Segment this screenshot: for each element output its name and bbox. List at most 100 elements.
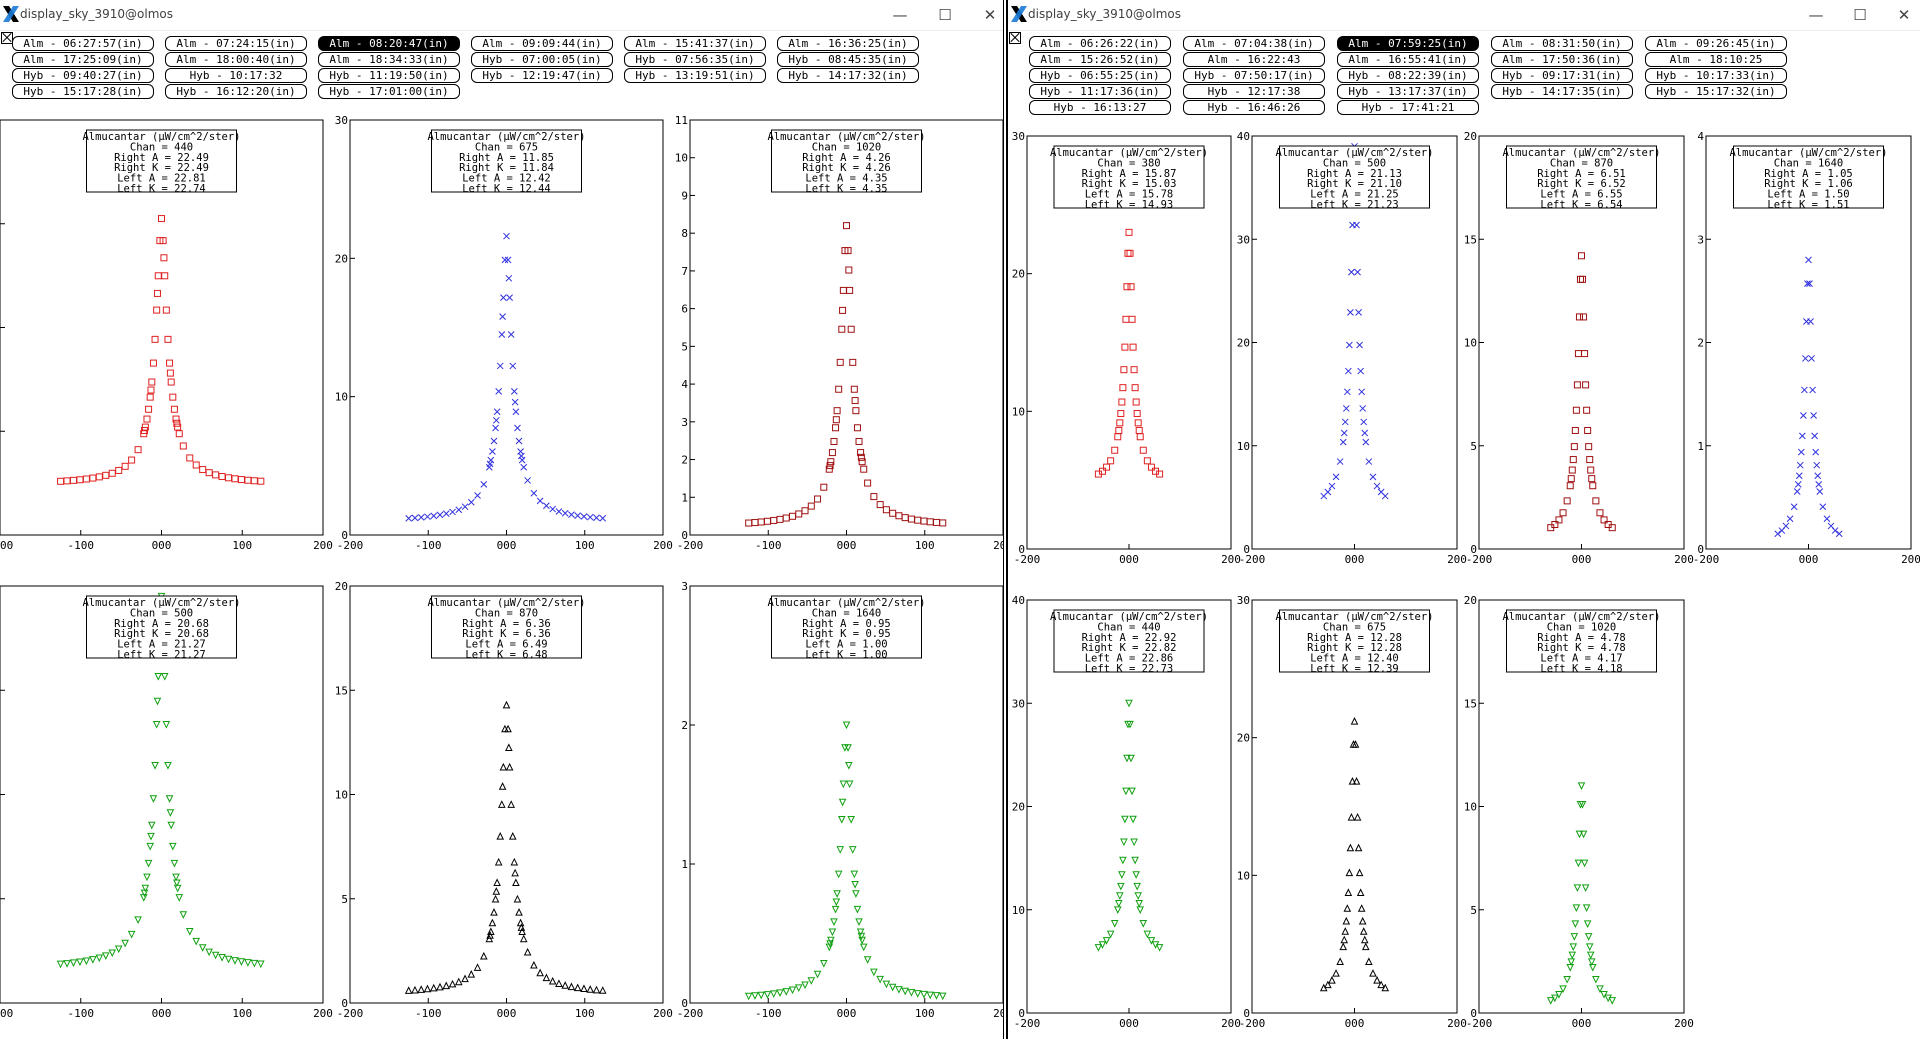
- data-point: [1580, 859, 1589, 868]
- legend-chan: Chan = 675: [475, 141, 538, 153]
- data-point: [167, 821, 175, 830]
- time-button[interactable]: Alm - 07:59:25(in): [1337, 36, 1479, 51]
- time-button[interactable]: Hyb - 07:00:05(in): [471, 52, 613, 67]
- time-button[interactable]: Hyb - 08:22:39(in): [1337, 68, 1479, 83]
- time-button[interactable]: Hyb - 11:19:50(in): [318, 68, 460, 83]
- time-button[interactable]: Alm - 07:04:38(in): [1183, 36, 1325, 51]
- data-point: [1126, 720, 1134, 729]
- time-button[interactable]: Hyb - 14:17:35(in): [1491, 84, 1633, 99]
- data-point: [1356, 888, 1365, 896]
- time-button[interactable]: Alm - 09:09:44(in): [471, 36, 613, 51]
- time-button[interactable]: Alm - 18:34:33(in): [318, 52, 460, 67]
- data-point: [498, 782, 507, 790]
- time-button[interactable]: Alm - 16:36:25(in): [777, 36, 919, 51]
- time-button[interactable]: Alm - 15:26:52(in): [1029, 52, 1171, 67]
- data-point: [1121, 343, 1129, 351]
- data-point: [901, 987, 909, 996]
- y-tick-label: 30: [1237, 233, 1250, 246]
- legend-left-k: Left K = 1.00: [805, 649, 887, 661]
- time-button[interactable]: Hyb - 10:17:32: [165, 68, 307, 83]
- y-tick-label: 15: [1464, 233, 1477, 246]
- title-bar[interactable]: display_sky_3910@olmos — ☐ ✕: [1008, 0, 1920, 31]
- time-button[interactable]: Hyb - 08:45:35(in): [777, 52, 919, 67]
- legend-left-k: Left K = 6.48: [465, 649, 547, 661]
- time-button[interactable]: Alm - 06:27:57(in): [12, 36, 154, 51]
- time-button[interactable]: Hyb - 16:46:26: [1183, 100, 1325, 115]
- time-button[interactable]: Alm - 07:24:15(in): [165, 36, 307, 51]
- data-point: [1592, 975, 1600, 984]
- x-tick-label: -200: [1466, 553, 1493, 566]
- close-box-icon[interactable]: [1009, 32, 1021, 44]
- time-button[interactable]: Hyb - 17:41:21: [1337, 100, 1479, 115]
- time-button[interactable]: Alm - 06:26:22(in): [1029, 36, 1171, 51]
- data-point: [1120, 366, 1128, 374]
- time-button[interactable]: Hyb - 16:12:20(in): [165, 84, 307, 99]
- minimize-button[interactable]: —: [1808, 6, 1824, 24]
- time-button[interactable]: Alm - 17:50:36(in): [1491, 52, 1633, 67]
- data-point: [411, 985, 419, 994]
- data-point: [549, 505, 557, 513]
- data-point: [164, 335, 172, 343]
- time-button[interactable]: Alm - 15:41:37(in): [624, 36, 766, 51]
- data-point: [514, 424, 521, 432]
- time-button[interactable]: Hyb - 15:17:28(in): [12, 84, 154, 99]
- time-button[interactable]: Alm - 08:20:47(in): [318, 36, 460, 51]
- time-button[interactable]: Hyb - 15:17:32(in): [1645, 84, 1787, 99]
- x-tick-label: -100: [755, 539, 782, 552]
- time-button[interactable]: Hyb - 12:17:38: [1183, 84, 1325, 99]
- time-button[interactable]: Hyb - 07:56:35(in): [624, 52, 766, 67]
- data-point: [536, 968, 544, 977]
- data-point: [198, 944, 207, 952]
- data-point: [567, 982, 576, 991]
- time-button[interactable]: Alm - 16:22:43: [1183, 52, 1325, 67]
- maximize-button[interactable]: ☐: [1853, 6, 1867, 24]
- data-point: [166, 359, 174, 367]
- data-point: [179, 442, 187, 450]
- time-button-bar: Alm - 06:27:57(in) Alm - 07:24:15(in) Alm …: [0, 30, 1003, 126]
- legend-left-k: Left K = 22.73: [1085, 663, 1174, 675]
- time-button[interactable]: Hyb - 14:17:32(in): [777, 68, 919, 83]
- time-button[interactable]: Hyb - 10:17:33(in): [1645, 68, 1787, 83]
- time-button[interactable]: Hyb - 13:19:51(in): [624, 68, 766, 83]
- plot-panel: 0 5 10 15 20 -200 000 200 Almucantar (µW/cm^2/st…: [1464, 594, 1694, 1030]
- data-point: [146, 842, 155, 851]
- data-point: [1774, 530, 1782, 538]
- data-point: [141, 423, 149, 431]
- time-button[interactable]: Hyb - 11:17:36(in): [1029, 84, 1171, 99]
- time-button[interactable]: Alm - 18:10:25: [1645, 52, 1787, 67]
- time-button[interactable]: Hyb - 12:19:47(in): [471, 68, 613, 83]
- data-point: [1551, 994, 1559, 1003]
- x-tick-label: 200: [1221, 1017, 1241, 1030]
- data-point: [836, 358, 844, 366]
- data-point: [489, 448, 496, 455]
- time-button[interactable]: Hyb - 06:55:25(in): [1029, 68, 1171, 83]
- close-button[interactable]: ✕: [1897, 6, 1911, 24]
- time-button[interactable]: Hyb - 07:50:17(in): [1183, 68, 1325, 83]
- time-button[interactable]: Alm - 09:26:45(in): [1645, 36, 1787, 51]
- time-button[interactable]: Alm - 08:31:50(in): [1491, 36, 1633, 51]
- time-button[interactable]: Hyb - 17:01:00(in): [318, 84, 460, 99]
- time-button[interactable]: Alm - 16:55:41(in): [1337, 52, 1479, 67]
- legend-left-k: Left K = 12.39: [1310, 663, 1399, 675]
- time-button[interactable]: Hyb - 09:40:27(in): [12, 68, 154, 83]
- data-point: [1324, 980, 1332, 989]
- time-button[interactable]: Alm - 18:00:40(in): [165, 52, 307, 67]
- data-point: [490, 437, 498, 445]
- data-point: [173, 884, 182, 893]
- time-button[interactable]: Hyb - 09:17:31(in): [1491, 68, 1633, 83]
- data-point: [568, 511, 575, 518]
- x-tick-label: -200: [1014, 1017, 1041, 1030]
- data-point: [770, 516, 778, 524]
- time-button[interactable]: Alm - 17:25:09(in): [12, 52, 154, 67]
- data-point: [161, 272, 169, 280]
- close-button[interactable]: ✕: [983, 6, 997, 24]
- data-point: [175, 894, 184, 902]
- data-point: [1351, 740, 1360, 748]
- maximize-button[interactable]: ☐: [938, 6, 952, 24]
- title-bar[interactable]: display_sky_3910@olmos — ☐ ✕: [0, 0, 1003, 31]
- time-button[interactable]: Hyb - 13:17:37(in): [1337, 84, 1479, 99]
- minimize-button[interactable]: —: [892, 6, 908, 24]
- data-point: [1790, 503, 1798, 511]
- data-point: [523, 947, 532, 956]
- time-button[interactable]: Hyb - 16:13:27: [1029, 100, 1171, 115]
